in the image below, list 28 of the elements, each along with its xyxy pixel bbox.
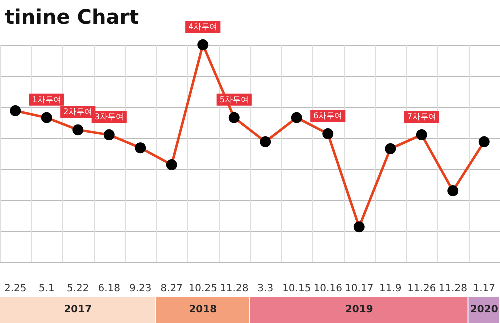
text: 2020 (470, 304, 498, 316)
annotation: 1차투여 (32, 95, 62, 104)
x-tick-label: 1.17 (473, 284, 496, 294)
annotation: 3차투여 (94, 112, 124, 122)
x-tick-label: 5.1 (38, 284, 55, 294)
text: 2017 (64, 304, 92, 316)
annotation: 2차투여 (64, 108, 93, 117)
annotation: 4차투여 (188, 22, 218, 32)
text: 2019 (345, 304, 374, 316)
x-tick-label: 6.18 (98, 284, 121, 294)
x-tick-label: 5.22 (66, 284, 90, 294)
x-tick-label: 11.28 (438, 284, 468, 294)
annotation: 5차투여 (220, 95, 249, 104)
annotation: 6차투여 (314, 111, 343, 120)
x-tick-label: 8.27 (160, 284, 184, 294)
x-tick-label: 10.16 (314, 284, 342, 294)
x-tick-label: 11.26 (408, 284, 436, 294)
x-tick-label: 10.17 (345, 284, 374, 294)
x-tick-label: 10.25 (188, 284, 218, 294)
x-tick-label: 11.9 (379, 284, 402, 294)
x-tick-label: 2.25 (4, 284, 27, 294)
chart-title: tinine Chart (5, 5, 140, 29)
x-tick-label: 3.3 (258, 284, 274, 294)
text: 2018 (189, 304, 218, 316)
x-tick-label: 9.23 (129, 284, 152, 294)
x-tick-label: 11.28 (220, 284, 249, 294)
annotation: 7차투여 (407, 112, 436, 122)
x-tick-label: 10.15 (282, 284, 312, 294)
